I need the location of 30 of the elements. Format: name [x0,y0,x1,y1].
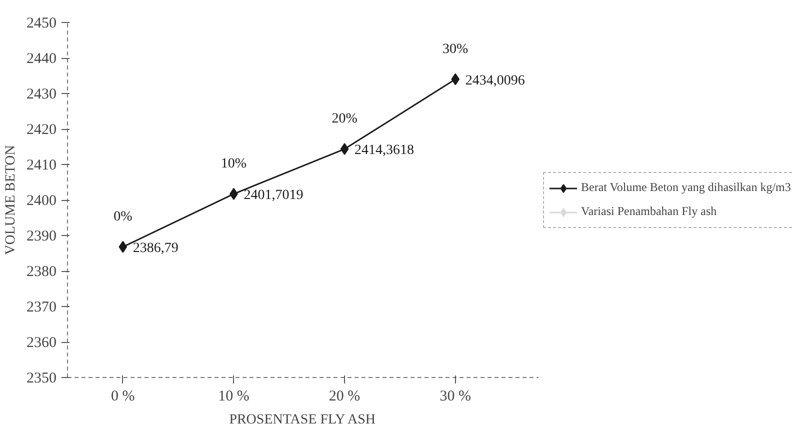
y-tick-label: 2410 [26,158,56,174]
annotation: 10% [220,156,247,172]
legend-label: Variasi Penambahan Fly ash [581,204,717,219]
point [451,73,460,86]
y-tick-label: 2440 [26,51,56,67]
y-tick-label: 2450 [26,16,56,32]
x-tick-label: 10 % [218,388,250,404]
y-tick-label: 2420 [26,122,56,138]
point [118,240,128,253]
data-label: 2386,79 [132,240,178,256]
x-axis-title: PROSENTASE FLY ASH [229,412,376,428]
annotation: 20% [332,112,358,127]
y-tick-label: 2430 [26,86,56,102]
legend-label: Berat Volume Beton yang dihasilkan kg/m3 [581,180,791,195]
y-tick-label: 2400 [26,193,56,209]
y-tick-label: 2350 [26,370,56,386]
data-label: 2414,3618 [354,143,414,158]
data-label: 2401,7019 [244,188,304,203]
y-axis-title: VOLUME BETON [4,145,18,255]
point [340,143,349,156]
y-tick-label: 2380 [26,264,56,280]
x-tick-label: 30 % [440,388,472,404]
annotation: 0% [114,209,133,224]
x-tick-label: 20 % [328,388,360,404]
y-tick-label: 2370 [26,300,56,316]
x-tick-label: 0 % [111,388,135,404]
data-label: 2434,0096 [465,73,525,88]
y-tick-label: 2360 [26,335,56,351]
y-tick-label: 2390 [26,228,56,244]
annotation: 30% [442,42,469,57]
